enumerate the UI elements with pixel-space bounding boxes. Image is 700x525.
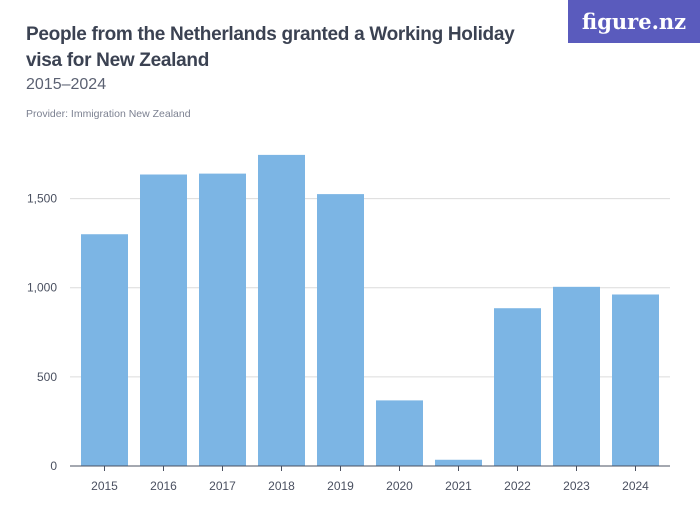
bar [612, 294, 659, 466]
y-tick-label: 500 [37, 370, 57, 384]
chart-subtitle: 2015–2024 [26, 76, 107, 93]
bar [553, 286, 600, 466]
bar [199, 173, 246, 466]
bar [140, 174, 187, 466]
bar [435, 459, 482, 466]
x-tick-label: 2016 [150, 479, 177, 493]
x-tick-label: 2017 [209, 479, 236, 493]
data-provider: Provider: Immigration New Zealand [26, 108, 191, 120]
figure-nz-logo[interactable]: figure.nz [568, 0, 700, 43]
bar [494, 308, 541, 466]
x-tick-label: 2023 [563, 479, 590, 493]
chart-title: People from the Netherlands granted a Wo… [26, 24, 515, 71]
bar [376, 400, 423, 466]
y-tick-label: 1,000 [27, 281, 57, 295]
x-tick-label: 2019 [327, 479, 354, 493]
x-tick-label: 2024 [622, 479, 649, 493]
y-tick-label: 0 [50, 459, 57, 473]
x-tick-label: 2022 [504, 479, 531, 493]
x-tick-label: 2021 [445, 479, 472, 493]
x-tick-label: 2015 [91, 479, 118, 493]
bar [258, 154, 305, 467]
y-tick-label: 1,500 [27, 192, 57, 206]
bar [81, 234, 128, 466]
x-tick-label: 2020 [386, 479, 413, 493]
x-tick-label: 2018 [268, 479, 295, 493]
bar [317, 194, 364, 466]
